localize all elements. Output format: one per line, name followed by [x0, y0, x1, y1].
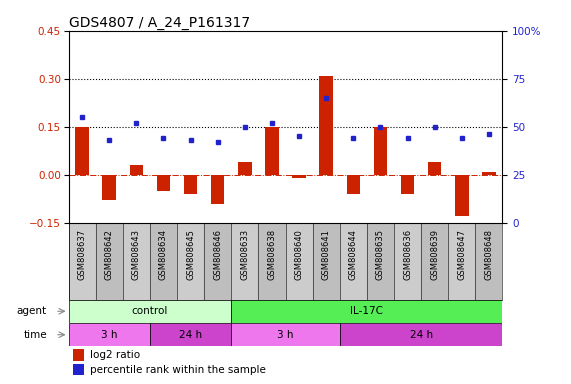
Bar — [150, 323, 231, 346]
Text: control: control — [132, 306, 168, 316]
Bar — [475, 223, 502, 300]
Text: GSM808637: GSM808637 — [78, 229, 87, 280]
Bar — [96, 223, 123, 300]
Text: IL-17C: IL-17C — [351, 306, 383, 316]
Text: GSM808639: GSM808639 — [430, 229, 439, 280]
Bar — [231, 323, 340, 346]
Bar — [367, 223, 394, 300]
Text: GSM808641: GSM808641 — [321, 229, 331, 280]
Text: GSM808645: GSM808645 — [186, 229, 195, 280]
Bar — [401, 175, 415, 194]
Bar — [394, 223, 421, 300]
Text: GSM808633: GSM808633 — [240, 229, 250, 280]
Bar — [102, 175, 116, 200]
Bar — [340, 223, 367, 300]
Text: GSM808646: GSM808646 — [213, 229, 222, 280]
Text: GSM808643: GSM808643 — [132, 229, 141, 280]
Bar — [73, 364, 84, 375]
Bar — [123, 223, 150, 300]
Text: percentile rank within the sample: percentile rank within the sample — [90, 365, 266, 375]
Bar — [73, 349, 84, 361]
Text: 3 h: 3 h — [101, 330, 118, 340]
Bar — [455, 175, 469, 216]
Text: GSM808647: GSM808647 — [457, 229, 467, 280]
Bar — [258, 223, 286, 300]
Bar — [340, 323, 502, 346]
Bar — [204, 223, 231, 300]
Bar — [265, 127, 279, 175]
Text: GSM808635: GSM808635 — [376, 229, 385, 280]
Bar — [373, 127, 387, 175]
Bar — [177, 223, 204, 300]
Bar — [292, 175, 306, 178]
Bar — [130, 165, 143, 175]
Bar — [156, 175, 170, 191]
Bar — [231, 223, 258, 300]
Bar — [150, 223, 177, 300]
Text: GSM808634: GSM808634 — [159, 229, 168, 280]
Bar — [184, 175, 198, 194]
Bar — [69, 323, 150, 346]
Bar — [211, 175, 224, 204]
Bar — [69, 300, 231, 323]
Text: GSM808638: GSM808638 — [267, 229, 276, 280]
Bar — [482, 172, 496, 175]
Text: 24 h: 24 h — [179, 330, 202, 340]
Text: GSM808642: GSM808642 — [104, 229, 114, 280]
Bar — [421, 223, 448, 300]
Text: agent: agent — [17, 306, 47, 316]
Bar — [286, 223, 313, 300]
Bar — [238, 162, 252, 175]
Bar — [448, 223, 476, 300]
Text: GSM808648: GSM808648 — [484, 229, 493, 280]
Text: GSM808644: GSM808644 — [349, 229, 358, 280]
Bar — [347, 175, 360, 194]
Bar — [75, 127, 89, 175]
Text: time: time — [23, 330, 47, 340]
Text: GSM808640: GSM808640 — [295, 229, 304, 280]
Bar — [313, 223, 340, 300]
Bar — [231, 300, 502, 323]
Text: 3 h: 3 h — [278, 330, 293, 340]
Text: GSM808636: GSM808636 — [403, 229, 412, 280]
Text: log2 ratio: log2 ratio — [90, 351, 140, 361]
Text: 24 h: 24 h — [409, 330, 433, 340]
Bar — [428, 162, 441, 175]
Bar — [69, 223, 96, 300]
Text: GDS4807 / A_24_P161317: GDS4807 / A_24_P161317 — [69, 16, 250, 30]
Bar — [319, 76, 333, 175]
